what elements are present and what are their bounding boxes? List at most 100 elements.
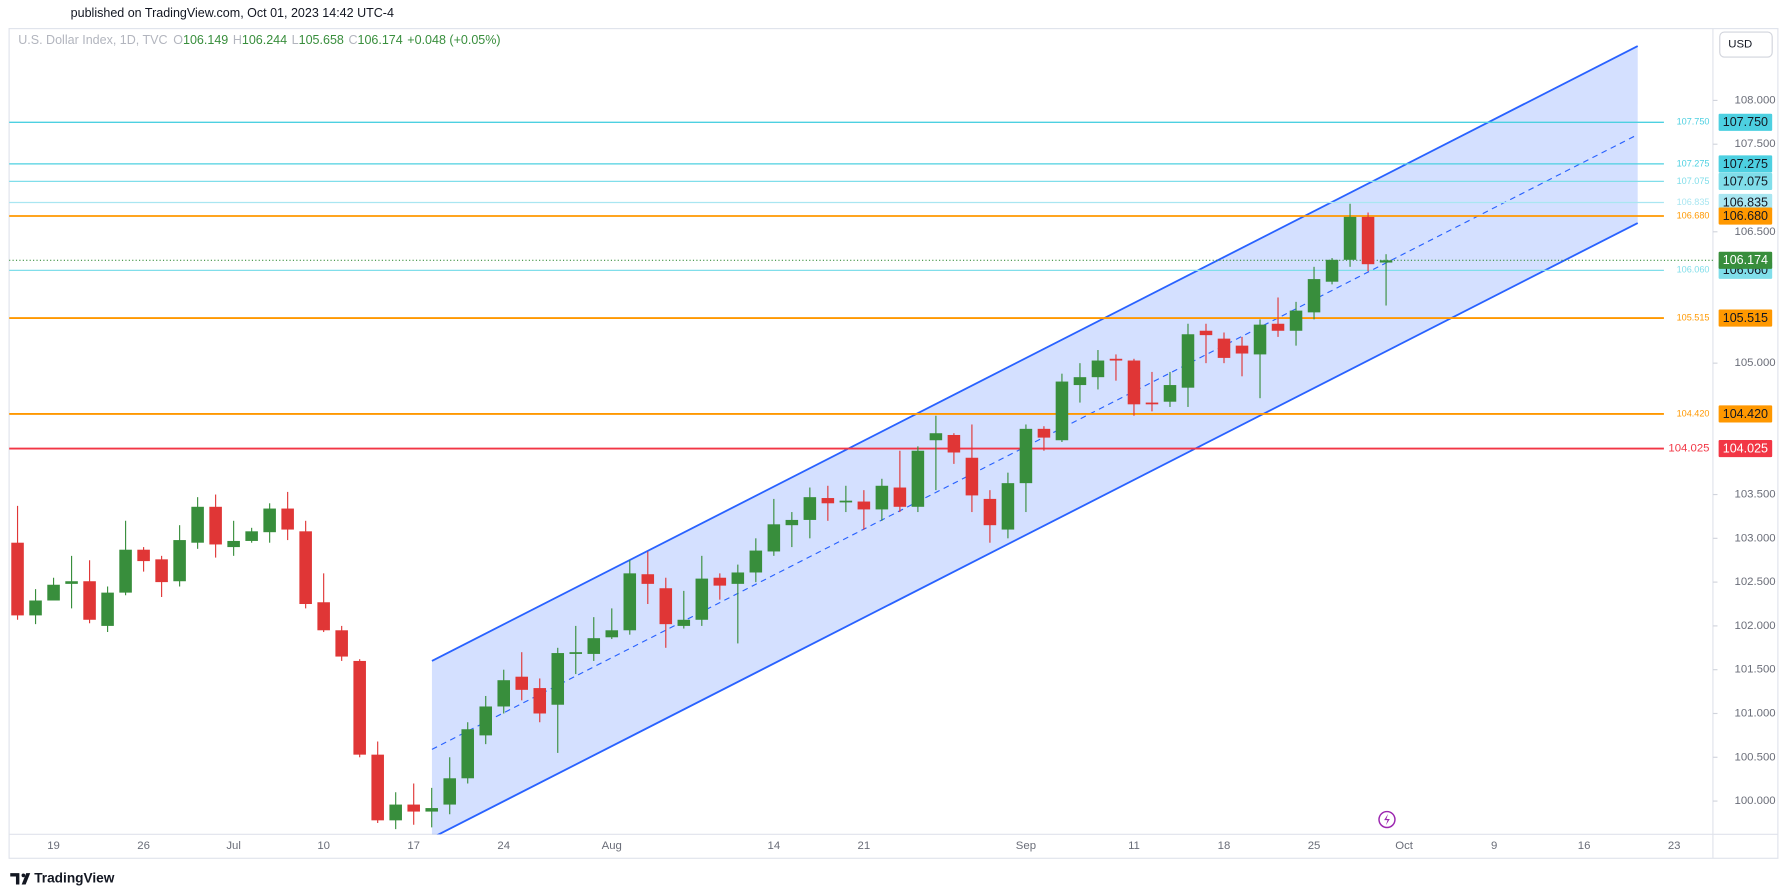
level-badge	[1718, 309, 1773, 327]
level-badge	[1718, 405, 1773, 423]
candle-body	[1253, 324, 1267, 355]
last-price-badge	[1718, 251, 1773, 269]
channel-lower	[436, 222, 1639, 835]
level-label: 104.420	[1677, 408, 1710, 418]
x-tick-label: 25	[1308, 840, 1321, 852]
candle-body	[11, 542, 24, 616]
candle-body	[821, 498, 835, 504]
lightning-icon	[1378, 810, 1396, 829]
candle-body	[1145, 402, 1159, 405]
level-label: 106.835	[1677, 197, 1710, 207]
candle-body	[713, 577, 727, 586]
legend: U.S. Dollar Index, 1D, TVC O106.149 H106.2…	[18, 33, 500, 47]
x-tick-label: 10	[317, 840, 330, 852]
candle-body	[263, 508, 276, 533]
x-tick-label: 16	[1578, 840, 1591, 852]
y-tick-label: 103.000	[1735, 532, 1776, 544]
candle-body	[947, 434, 961, 453]
channel-upper	[431, 45, 1639, 662]
ohlc-letter: O	[173, 33, 183, 47]
ohlc-value: 105.658	[299, 33, 344, 47]
candle-body	[155, 559, 168, 583]
level-badge-label: 107.275	[1723, 157, 1768, 171]
level-badge-label: 106.680	[1723, 209, 1768, 223]
candle-body	[893, 487, 907, 507]
candle-body	[317, 602, 330, 631]
x-tick-label: 11	[1128, 840, 1140, 852]
level-badge-label: 107.075	[1723, 174, 1768, 188]
candle-body	[1091, 360, 1105, 378]
x-tick-label: 23	[1668, 840, 1681, 852]
ohlc-value: 106.174	[357, 33, 402, 47]
published-note: published on TradingView.com, Oct 01, 20…	[71, 6, 394, 20]
ohlc-letter: L	[292, 33, 299, 47]
candle-body	[1019, 428, 1033, 484]
candle-body	[1235, 345, 1249, 354]
candle-body	[1343, 216, 1357, 260]
candle-body	[47, 584, 60, 601]
level-badge	[1718, 440, 1773, 458]
x-tick-label: 26	[137, 840, 150, 852]
y-tick-label: 107.500	[1735, 138, 1776, 150]
y-tick-label: 102.500	[1735, 576, 1776, 588]
brand-name: TradingView	[34, 870, 115, 885]
level-badge	[1718, 193, 1773, 211]
candle-body	[1307, 279, 1321, 313]
candle-body	[407, 804, 420, 812]
currency-label[interactable]: USD	[1728, 39, 1752, 51]
currency-button[interactable]	[1719, 31, 1773, 58]
candle-body	[497, 680, 511, 707]
candle-body	[83, 581, 96, 620]
level-label: 106.060	[1677, 265, 1710, 275]
candle-body	[857, 501, 871, 510]
candle-body	[101, 592, 114, 626]
candle-body	[1271, 323, 1285, 331]
frame	[8, 28, 1779, 859]
candle-body	[659, 588, 673, 625]
candle-body	[695, 578, 709, 620]
level-badge-label: 107.750	[1723, 115, 1768, 129]
candle-body	[839, 500, 853, 503]
brand-logo	[10, 873, 31, 885]
candle-body	[281, 508, 294, 530]
plot-area	[9, 45, 1713, 835]
candle-body	[785, 519, 799, 526]
level-label: 107.275	[1677, 158, 1710, 168]
candle-body	[677, 619, 691, 626]
candle-body	[569, 652, 583, 654]
y-tick-label: 103.500	[1735, 489, 1776, 501]
candle-body	[623, 573, 637, 631]
level-label: 107.750	[1677, 117, 1710, 127]
x-tick-label: Aug	[602, 840, 622, 852]
last-price-label: 106.174	[1723, 253, 1768, 267]
channel-fill	[431, 46, 1638, 835]
candle-body	[65, 581, 78, 584]
x-tick-label: 9	[1491, 840, 1497, 852]
y-tick-label: 106.500	[1735, 226, 1776, 238]
ohlc-value: 106.244	[242, 33, 287, 47]
level-label: 106.680	[1677, 210, 1710, 220]
candle-body	[443, 778, 456, 805]
candle-body	[173, 540, 186, 582]
candle-body	[641, 574, 655, 584]
candle-body	[353, 660, 366, 755]
level-badge-label: 106.835	[1723, 195, 1768, 209]
level-badge	[1718, 207, 1773, 225]
candle-body	[1379, 260, 1393, 263]
candle-body	[227, 540, 240, 548]
x-tick-label: Sep	[1016, 840, 1036, 852]
y-tick-label: 105.000	[1735, 357, 1776, 369]
x-tick-label: 21	[858, 840, 871, 852]
level-badge-label: 105.515	[1723, 311, 1768, 325]
candle-body	[1325, 259, 1339, 282]
candle-body	[1163, 385, 1177, 402]
candle-body	[929, 433, 943, 441]
candle-body	[191, 506, 204, 543]
candle-body	[875, 485, 889, 510]
x-tick-label: Jul	[226, 840, 241, 852]
candle-body	[1055, 381, 1069, 441]
level-badge	[1718, 113, 1773, 131]
level-badge	[1718, 172, 1773, 190]
candle-body	[1127, 360, 1141, 405]
